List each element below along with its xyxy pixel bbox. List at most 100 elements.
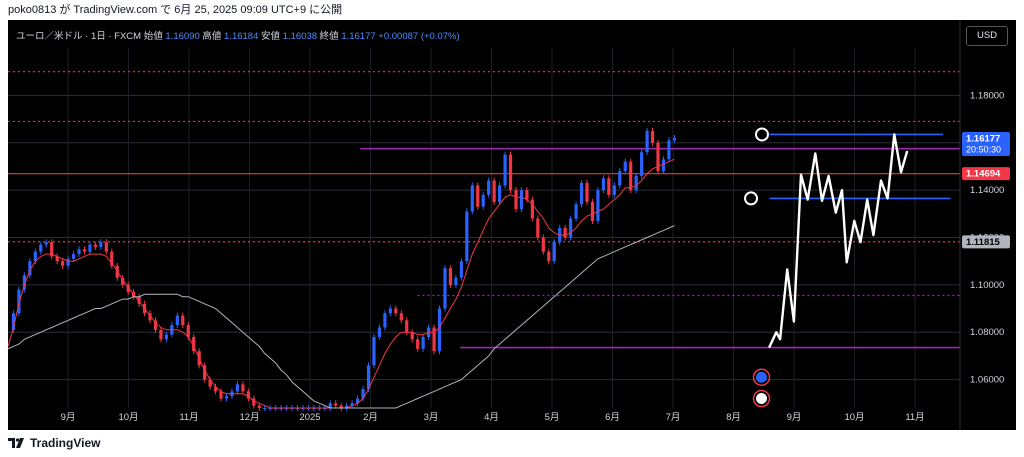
candle-body [82, 249, 87, 252]
high-label: 高値 [202, 31, 222, 42]
candle-body [645, 130, 649, 153]
candle-body [137, 296, 141, 304]
candle-body [508, 154, 513, 191]
x-tick-label: 10月 [844, 412, 864, 423]
candle-body [372, 336, 376, 366]
x-tick-label: 4月 [484, 412, 499, 423]
footer: TradingView [8, 433, 100, 453]
candle-body [33, 251, 37, 262]
x-tick-label: 5月 [545, 412, 560, 423]
candle-body [421, 336, 425, 349]
candle-body [388, 308, 392, 314]
candle-body [612, 185, 616, 195]
last-price-label-box [962, 132, 1010, 157]
publish-info-bar: poko0813 が TradingView.com で 6月 25, 2025… [0, 0, 1024, 20]
open-value: 1.16090 [165, 31, 200, 42]
candle-body [126, 284, 130, 292]
chart-background [8, 20, 1016, 430]
x-tick-label: 9月 [61, 412, 76, 423]
candle-body [71, 254, 76, 259]
change-value: +0.00087 (+0.07%) [378, 31, 460, 42]
candle-body [454, 277, 458, 285]
candle-body [470, 185, 474, 212]
price-chart-svg[interactable]: 9月 10月 11月 12月 2025 2月 3月 4月 5月 6月 7月 8月 9月 10月 11月 1.0… [7, 20, 1016, 430]
candle-body [192, 336, 196, 352]
candle-body [530, 199, 534, 219]
candle-body [263, 408, 267, 409]
candle-body [590, 201, 595, 221]
candle-body [465, 211, 469, 262]
candle-body [650, 130, 655, 143]
candle-body [186, 325, 190, 337]
x-tick-label: 12月 [239, 412, 259, 423]
globe-icon-ring [752, 368, 771, 386]
candle-body [410, 332, 414, 340]
y-tick-label: 1.08000 [970, 327, 1004, 338]
x-tick-label: 6月 [605, 412, 620, 423]
candle-body [50, 242, 54, 257]
publish-info-text: poko0813 が TradingView.com で 6月 25, 2025… [8, 4, 343, 16]
candle-body [399, 313, 403, 321]
candle-body [181, 315, 185, 326]
x-tick-label: 2月 [363, 412, 378, 423]
candle-body [213, 386, 218, 392]
y-tick-label: 1.14000 [970, 185, 1004, 196]
close-label: 終値 [319, 31, 339, 42]
candle-body [328, 403, 332, 408]
candle-body [22, 275, 26, 290]
candle-body [153, 320, 158, 330]
candle-body [241, 384, 245, 392]
candle-body [459, 261, 463, 278]
candle-body [44, 242, 48, 245]
chart-panel[interactable]: 9月 10月 11月 12月 2025 2月 3月 4月 5月 6月 7月 8月 9月 10月 11月 1.0… [7, 20, 1016, 430]
x-tick-label: 7月 [666, 412, 681, 423]
candle-body [257, 405, 261, 408]
countdown-label: 20:50:30 [966, 145, 1001, 155]
candle-body [601, 178, 605, 191]
candle-body [377, 327, 382, 337]
last-price-label: 1.16177 [966, 134, 1000, 145]
candle-body [148, 313, 152, 321]
candle-body [208, 379, 212, 387]
candle-body [476, 185, 480, 207]
candle-body [437, 308, 442, 352]
candle-body [350, 403, 354, 406]
candle-body [99, 242, 103, 247]
candle-body [547, 251, 551, 262]
candle-body [339, 405, 343, 408]
candle-body [88, 244, 92, 252]
zigzag-line [768, 133, 909, 349]
grey-price-label: 1.11815 [966, 237, 1001, 248]
candle-body [334, 403, 338, 406]
candle-body [579, 183, 584, 205]
tradingview-logo-text: TradingView [30, 436, 101, 450]
candle-body [618, 171, 622, 186]
candle-body [159, 329, 163, 340]
pivot-circle-marker [754, 127, 769, 142]
candle-body [536, 218, 540, 238]
y-tick-label: 1.06000 [970, 375, 1004, 386]
x-tick-label: 10月 [118, 412, 138, 423]
currency-button[interactable]: USD [966, 26, 1008, 46]
x-tick-label: 8月 [726, 412, 741, 423]
globe-icon [756, 371, 768, 383]
pivot-circle-marker [744, 191, 759, 206]
candle-body [405, 320, 409, 333]
candle-body [61, 261, 65, 266]
candle-body [667, 140, 671, 160]
candle-body [104, 242, 108, 252]
candle-body [224, 396, 229, 399]
candle-body [121, 277, 125, 285]
close-value: 1.16177 [341, 31, 376, 42]
y-tick-label: 1.18000 [970, 90, 1004, 101]
tradingview-logo-icon [8, 438, 24, 448]
candle-body [656, 142, 660, 172]
x-tick-label: 3月 [424, 412, 439, 423]
candle-body [672, 138, 676, 141]
candle-body [443, 268, 447, 309]
candle-body [574, 204, 578, 219]
candle-body [246, 391, 250, 399]
candle-body [629, 161, 633, 191]
candle-body [541, 237, 545, 252]
candle-body [345, 405, 349, 408]
